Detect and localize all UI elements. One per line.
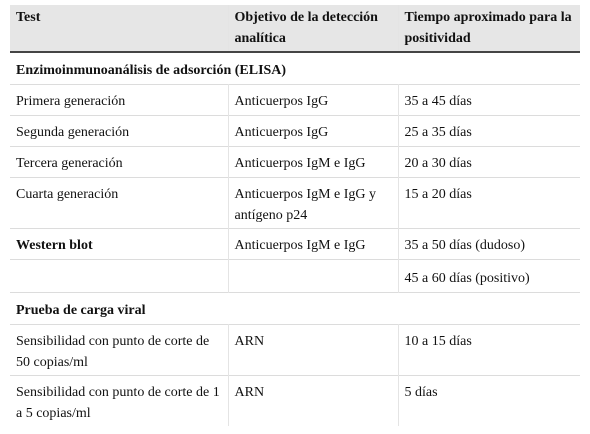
cell: Sensibilidad con punto de corte de 50 co… xyxy=(16,333,210,370)
table: Test Objetivo de la detección analítica … xyxy=(10,5,580,426)
row: Tercera generación Anticuerpos IgM e IgG 2… xyxy=(10,146,580,177)
cell: ARN xyxy=(227,324,398,375)
header-cell: Test xyxy=(16,10,41,25)
cell: Anticuerpos IgG xyxy=(227,84,398,115)
cell: Anticuerpos IgM e IgG y antígeno p24 xyxy=(227,177,398,228)
cell xyxy=(10,259,228,292)
row: 45 a 60 días (positivo) xyxy=(10,259,580,292)
cell: 35 a 45 días xyxy=(397,84,580,115)
section-row: Enzimoinmunoanálisis de adsorción (ELISA… xyxy=(10,52,580,84)
row: Sensibilidad con punto de corte de 1 a 5… xyxy=(10,375,580,426)
row: Primera generación Anticuerpos IgG 35 a 45… xyxy=(10,84,580,115)
cell: Anticuerpos IgM e IgG xyxy=(227,228,398,259)
cell: 15 a 20 días xyxy=(397,177,580,228)
cell xyxy=(227,259,398,292)
cell: 25 a 35 días xyxy=(397,115,580,146)
row: Sensibilidad con punto de corte de 50 co… xyxy=(10,324,580,375)
header-row: Test Objetivo de la detección analítica … xyxy=(10,5,580,52)
header-cell: Objetivo de la detección analítica xyxy=(227,5,398,52)
cell: 20 a 30 días xyxy=(397,146,580,177)
cell: Anticuerpos IgM e IgG xyxy=(227,146,398,177)
section-row: Prueba de carga viral xyxy=(10,292,580,324)
cell: 45 a 60 días (positivo) xyxy=(397,259,580,292)
row: Cuarta generación Anticuerpos IgM e IgG y… xyxy=(10,177,580,228)
header-cell: Tiempo aproximado para la positividad xyxy=(397,5,580,52)
cell: Primera generación xyxy=(16,93,126,109)
cell: 35 a 50 días (dudoso) xyxy=(397,228,580,259)
row: Segunda generación Anticuerpos IgG 25 a 35… xyxy=(10,115,580,146)
cell: 10 a 15 días xyxy=(397,324,580,375)
row: Western blot Anticuerpos IgM e IgG 35 a 50… xyxy=(10,228,580,259)
cell: 5 días xyxy=(397,375,580,426)
cell: Segunda generación xyxy=(16,124,130,140)
cell: Cuarta generación xyxy=(16,186,119,202)
cell: ARN xyxy=(227,375,398,426)
cell: Anticuerpos IgG xyxy=(227,115,398,146)
section-title: Prueba de carga viral xyxy=(16,302,146,318)
cell: Tercera generación xyxy=(16,155,123,171)
section-title: Enzimoinmunoanálisis de adsorción (ELISA… xyxy=(16,63,287,78)
cell: Western blot xyxy=(16,237,93,253)
cell: Sensibilidad con punto de corte de 1 a 5… xyxy=(16,384,220,421)
